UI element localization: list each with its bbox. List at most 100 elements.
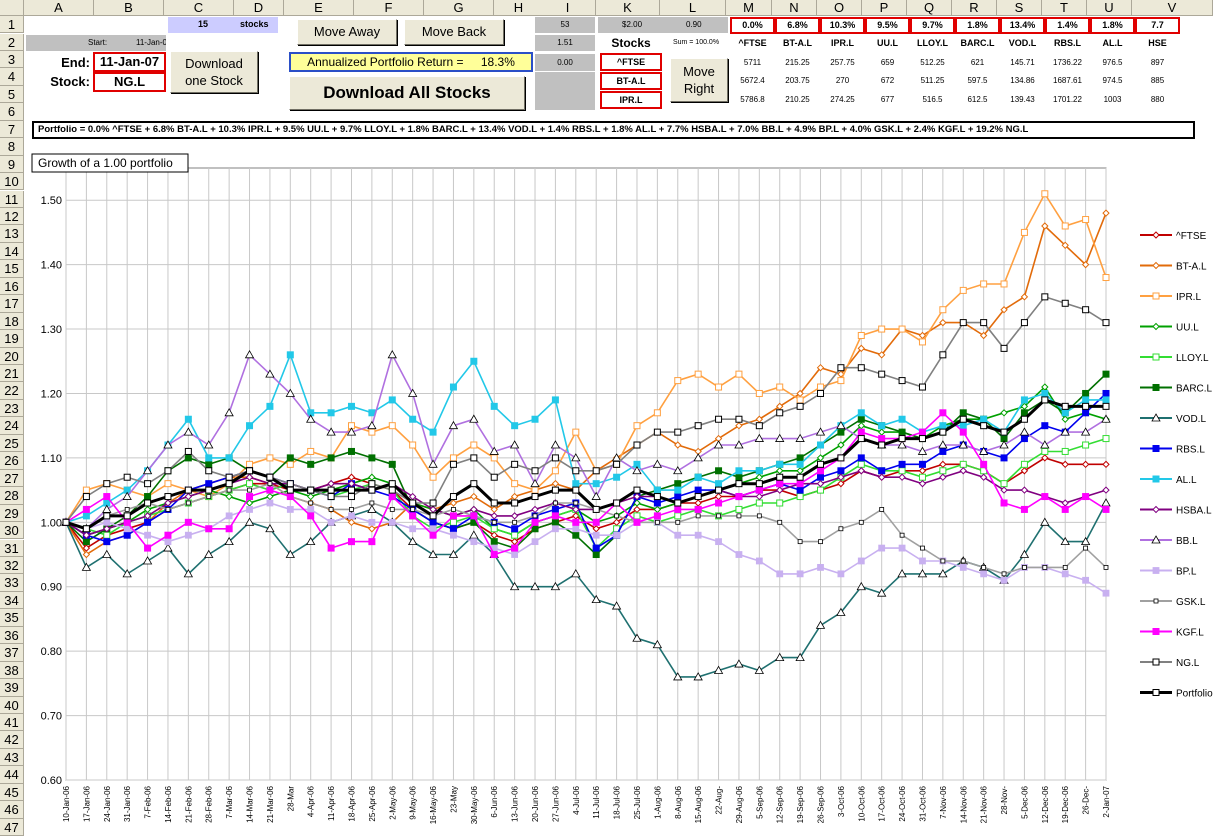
column-header-Q[interactable]: Q	[907, 0, 952, 16]
weight-cell[interactable]: 1.8%	[1090, 17, 1135, 34]
column-header-O[interactable]: O	[817, 0, 862, 16]
end-date-field[interactable]: 11-Jan-07	[93, 52, 166, 72]
column-header-H[interactable]: H	[494, 0, 544, 16]
weight-cell[interactable]: 9.5%	[865, 17, 910, 34]
row-header-42[interactable]: 42	[0, 731, 24, 749]
row-header-31[interactable]: 31	[0, 539, 24, 557]
data-point	[1102, 435, 1110, 443]
row-header-6[interactable]: 6	[0, 103, 24, 121]
row-header-36[interactable]: 36	[0, 626, 24, 645]
row-header-19[interactable]: 19	[0, 330, 24, 348]
weight-cell[interactable]: 10.3%	[820, 17, 865, 34]
row-header-34[interactable]: 34	[0, 591, 24, 610]
weight-cell[interactable]: 1.4%	[1045, 17, 1090, 34]
column-header-R[interactable]: R	[952, 0, 997, 16]
column-header-A[interactable]: A	[24, 0, 94, 16]
row-header-25[interactable]: 25	[0, 434, 24, 453]
move-away-button[interactable]: Move Away	[297, 19, 397, 45]
column-header-I[interactable]: I	[540, 0, 596, 16]
row-header-30[interactable]: 30	[0, 522, 24, 540]
data-point	[693, 672, 703, 681]
row-header-18[interactable]: 18	[0, 312, 24, 331]
row-header-32[interactable]: 32	[0, 556, 24, 575]
download-all-stocks-button[interactable]: Download All Stocks	[289, 76, 525, 110]
move-right-button[interactable]: Move Right	[670, 58, 728, 102]
row-header-16[interactable]: 16	[0, 277, 24, 296]
data-point	[205, 525, 213, 533]
row-header-15[interactable]: 15	[0, 260, 24, 278]
row-header-37[interactable]: 37	[0, 644, 24, 662]
column-header-N[interactable]: N	[772, 0, 817, 16]
row-header-11[interactable]: 11	[0, 190, 24, 208]
row-header-43[interactable]: 43	[0, 748, 24, 767]
column-header-V[interactable]: V	[1132, 0, 1213, 16]
row-header-3[interactable]: 3	[0, 50, 24, 69]
weight-cell[interactable]: 6.8%	[775, 17, 820, 34]
stock-field[interactable]: NG.L	[93, 72, 166, 92]
row-header-17[interactable]: 17	[0, 295, 24, 313]
weight-cell[interactable]: 1.8%	[955, 17, 1000, 34]
row-header-38[interactable]: 38	[0, 661, 24, 680]
row-header-22[interactable]: 22	[0, 382, 24, 400]
row-header-21[interactable]: 21	[0, 365, 24, 383]
row-header-40[interactable]: 40	[0, 696, 24, 714]
column-header-U[interactable]: U	[1087, 0, 1132, 16]
column-header-P[interactable]: P	[862, 0, 907, 16]
row-header-4[interactable]: 4	[0, 68, 24, 86]
row-header-8[interactable]: 8	[0, 138, 24, 156]
row-header-24[interactable]: 24	[0, 417, 24, 435]
row-header-10[interactable]: 10	[0, 173, 24, 191]
stock-slot-3[interactable]: IPR.L	[600, 91, 662, 109]
column-header-D[interactable]: D	[234, 0, 284, 16]
row-header-14[interactable]: 14	[0, 242, 24, 261]
data-point	[1102, 396, 1110, 404]
stock-count-cell[interactable]: 15 stocks	[168, 17, 278, 33]
row-header-29[interactable]: 29	[0, 504, 24, 523]
row-header-23[interactable]: 23	[0, 399, 24, 418]
weight-cell[interactable]: 0.0%	[730, 17, 775, 34]
row-header-7[interactable]: 7	[0, 120, 24, 139]
download-one-stock-button[interactable]: Download one Stock	[170, 51, 258, 93]
column-header-G[interactable]: G	[424, 0, 494, 16]
row-header-44[interactable]: 44	[0, 766, 24, 784]
row-header-26[interactable]: 26	[0, 452, 24, 470]
column-header-F[interactable]: F	[354, 0, 424, 16]
row-header-45[interactable]: 45	[0, 783, 24, 802]
stock-slot-2[interactable]: BT-A.L	[600, 72, 662, 90]
column-header-E[interactable]: E	[284, 0, 354, 16]
row-header-41[interactable]: 41	[0, 714, 24, 732]
row-header-39[interactable]: 39	[0, 679, 24, 697]
column-header-S[interactable]: S	[997, 0, 1042, 16]
row-header-2[interactable]: 2	[0, 33, 24, 51]
row-header-20[interactable]: 20	[0, 347, 24, 366]
row-header-28[interactable]: 28	[0, 487, 24, 505]
row-header-1[interactable]: 1	[0, 16, 24, 34]
row-header-35[interactable]: 35	[0, 609, 24, 627]
x-tick-label: 7-Mar-06	[225, 785, 234, 818]
column-header-L[interactable]: L	[660, 0, 726, 16]
row-header-33[interactable]: 33	[0, 574, 24, 592]
data-point	[1020, 319, 1028, 327]
cell-l1: 0.90	[686, 20, 702, 29]
column-header-T[interactable]: T	[1042, 0, 1087, 16]
move-back-button[interactable]: Move Back	[404, 19, 504, 45]
row-header-5[interactable]: 5	[0, 85, 24, 104]
row-header-13[interactable]: 13	[0, 225, 24, 243]
row-header-9[interactable]: 9	[0, 155, 24, 174]
row-header-12[interactable]: 12	[0, 207, 24, 226]
column-header-K[interactable]: K	[596, 0, 660, 16]
weight-cell[interactable]: 13.4%	[1000, 17, 1045, 34]
stock-slot-1[interactable]: ^FTSE	[600, 53, 662, 71]
column-header-C[interactable]: C	[164, 0, 234, 16]
row-header-47[interactable]: 47	[0, 818, 24, 837]
data-point	[858, 519, 864, 525]
series-bbl	[61, 350, 1111, 533]
row-header-46[interactable]: 46	[0, 801, 24, 819]
column-header-B[interactable]: B	[94, 0, 164, 16]
weight-cell[interactable]: 9.7%	[910, 17, 955, 34]
row-header-27[interactable]: 27	[0, 469, 24, 488]
data-point	[346, 427, 357, 436]
x-tick-label: 31-Oct-06	[918, 785, 927, 821]
column-header-M[interactable]: M	[726, 0, 772, 16]
weight-cell[interactable]: 7.7	[1135, 17, 1180, 34]
